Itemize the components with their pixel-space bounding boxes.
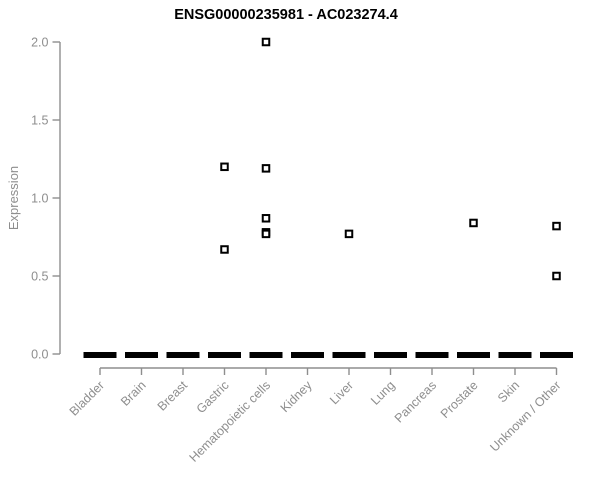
zero-expression-bar [249, 352, 283, 358]
y-tick-label: 0.5 [31, 269, 48, 283]
y-tick-label: 0.0 [31, 347, 48, 361]
x-tick-label: Unknown / Other [487, 378, 563, 454]
x-tick-label: Skin [495, 378, 522, 405]
zero-expression-bar [374, 352, 407, 358]
x-tick-label: Pancreas [392, 378, 439, 425]
data-point [261, 164, 271, 173]
zero-expression-bar [291, 352, 324, 358]
data-point [220, 245, 229, 254]
zero-expression-bar [415, 352, 449, 358]
zero-expression-bar [166, 352, 200, 358]
zero-expression-bar [208, 352, 241, 358]
x-tick-label: Bladder [67, 378, 107, 418]
zero-expression-bar [125, 352, 158, 358]
data-point [261, 37, 271, 47]
zero-expression-bar [498, 352, 532, 358]
x-tick-label: Breast [155, 378, 191, 414]
y-axis-title: Expression [6, 166, 21, 230]
x-tick-label: Prostate [438, 378, 481, 421]
x-tick-label: Liver [327, 378, 356, 407]
x-tick-label: Kidney [278, 378, 315, 415]
data-point [220, 162, 229, 172]
data-point [344, 229, 354, 239]
chart-title: ENSG00000235981 - AC023274.4 [174, 7, 398, 23]
data-point [261, 214, 271, 223]
data-point [261, 229, 271, 239]
x-tick-label: Lung [368, 378, 398, 408]
data-point [469, 218, 478, 228]
y-tick-label: 2.0 [31, 35, 48, 49]
x-tick-label: Hematopoietic cells [187, 378, 274, 465]
data-point [552, 221, 561, 231]
zero-expression-bar [83, 352, 117, 358]
y-tick-label: 1.5 [31, 113, 48, 127]
zero-expression-bar [332, 352, 366, 358]
x-tick-label: Gastric [194, 378, 232, 416]
zero-expression-bar [457, 352, 490, 358]
y-tick-label: 1.0 [31, 191, 48, 205]
zero-expression-bar [540, 352, 573, 358]
x-tick-label: Brain [118, 378, 149, 409]
data-point [552, 271, 561, 281]
